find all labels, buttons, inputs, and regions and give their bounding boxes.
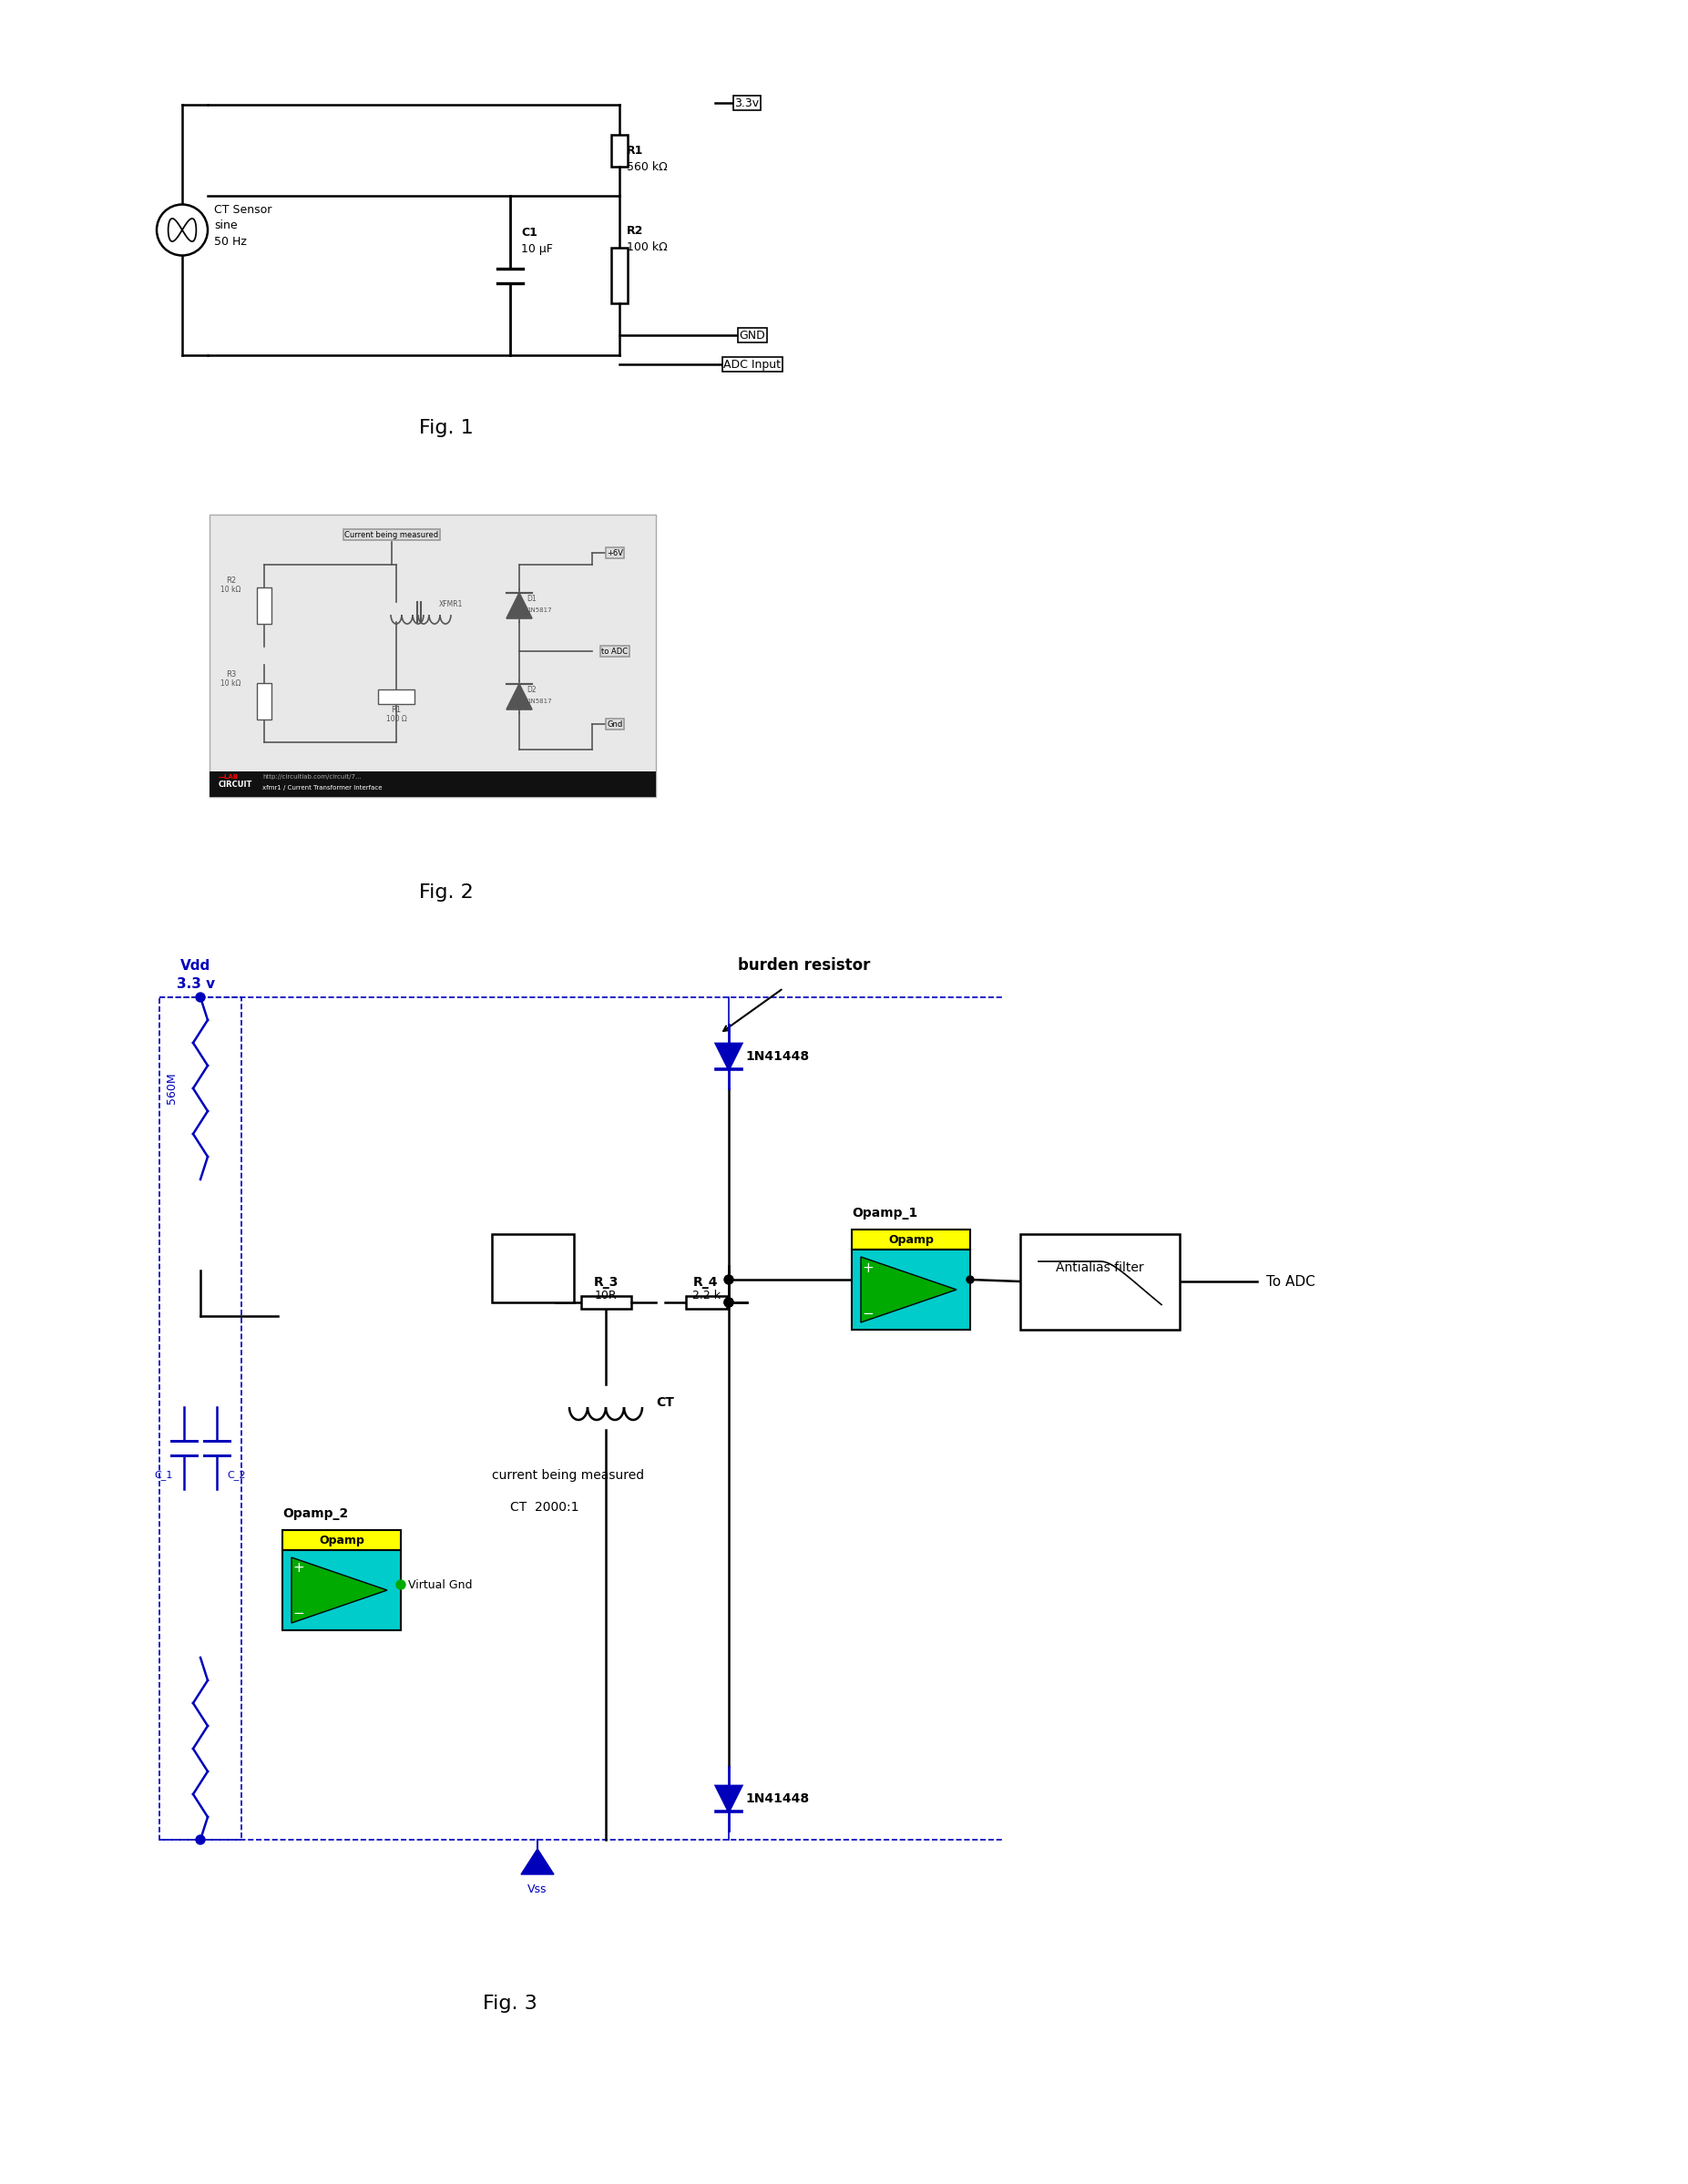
Text: current being measured: current being measured: [491, 1470, 645, 1481]
Bar: [491, 1234, 574, 1302]
Circle shape: [724, 1297, 733, 1306]
Bar: [685, 1295, 726, 1308]
Text: −: −: [863, 1306, 874, 1319]
Circle shape: [196, 1835, 204, 1843]
Text: +: +: [863, 1260, 874, 1275]
Bar: [611, 135, 628, 166]
Text: 3.3v: 3.3v: [734, 96, 760, 109]
Text: ADC Input: ADC Input: [724, 358, 782, 371]
Text: C_2: C_2: [228, 1470, 246, 1481]
Text: Vss: Vss: [528, 1885, 547, 1896]
Text: CIRCUIT: CIRCUIT: [219, 780, 253, 788]
Circle shape: [967, 1275, 974, 1284]
Text: C1: C1: [522, 227, 537, 238]
Bar: [611, 247, 628, 304]
Text: Gnd: Gnd: [608, 721, 623, 727]
Text: −: −: [294, 1607, 304, 1621]
Text: D1: D1: [527, 594, 537, 603]
Circle shape: [724, 1275, 733, 1284]
Bar: [282, 1531, 400, 1551]
Text: 560 kΩ: 560 kΩ: [626, 162, 667, 173]
Text: to ADC: to ADC: [601, 646, 628, 655]
Text: 1N41448: 1N41448: [744, 1051, 809, 1064]
Text: C_1: C_1: [155, 1470, 174, 1481]
Circle shape: [196, 994, 204, 1002]
Polygon shape: [861, 1256, 957, 1324]
Bar: [257, 587, 272, 625]
Text: —LAB: —LAB: [219, 773, 238, 780]
Text: Opamp_1: Opamp_1: [852, 1208, 918, 1219]
Text: R1: R1: [392, 705, 402, 714]
Text: Current being measured: Current being measured: [344, 531, 439, 539]
Text: R_4: R_4: [694, 1275, 719, 1289]
Polygon shape: [506, 684, 532, 710]
Bar: [852, 1249, 971, 1330]
Bar: [209, 515, 657, 797]
Text: 2.2 k: 2.2 k: [692, 1289, 721, 1302]
Text: CT Sensor: CT Sensor: [214, 203, 272, 216]
Text: Fig. 3: Fig. 3: [483, 1994, 537, 2014]
Text: 100 Ω: 100 Ω: [387, 714, 407, 723]
Text: xfmr1 / Current Transformer Interface: xfmr1 / Current Transformer Interface: [262, 784, 381, 791]
Text: Antialias filter: Antialias filter: [1055, 1262, 1143, 1273]
Bar: [159, 998, 241, 1839]
Text: R3: R3: [226, 670, 236, 677]
Text: 1N5817: 1N5817: [527, 699, 552, 703]
Text: R_3: R_3: [592, 1275, 618, 1289]
Text: +6V: +6V: [606, 548, 623, 557]
Text: GND: GND: [739, 330, 766, 341]
Polygon shape: [522, 1850, 554, 1874]
Polygon shape: [716, 1044, 741, 1070]
Text: 100 kΩ: 100 kΩ: [626, 240, 667, 253]
Polygon shape: [506, 592, 532, 618]
Text: Opamp: Opamp: [319, 1533, 365, 1546]
Text: Opamp_2: Opamp_2: [282, 1507, 348, 1520]
Text: 10R: 10R: [594, 1289, 618, 1302]
Text: Vdd: Vdd: [181, 959, 211, 972]
Text: CT: CT: [657, 1396, 674, 1409]
Text: Fig. 2: Fig. 2: [419, 885, 474, 902]
Text: 3.3 v: 3.3 v: [177, 976, 214, 992]
Text: R2: R2: [626, 225, 643, 236]
Bar: [257, 684, 272, 719]
Text: CT  2000:1: CT 2000:1: [510, 1500, 579, 1514]
Text: 1N5817: 1N5817: [527, 607, 552, 614]
Text: 560M: 560M: [165, 1072, 177, 1105]
Text: http://circuitlab.com/circuit/7...: http://circuitlab.com/circuit/7...: [262, 773, 361, 780]
Text: 50 Hz: 50 Hz: [214, 236, 246, 247]
Text: R1: R1: [626, 144, 643, 157]
Polygon shape: [292, 1557, 387, 1623]
Text: To ADC: To ADC: [1266, 1275, 1315, 1289]
Polygon shape: [716, 1787, 741, 1811]
Text: Fig. 1: Fig. 1: [419, 419, 474, 437]
Text: R2: R2: [226, 577, 236, 585]
Bar: [581, 1295, 631, 1308]
Text: Opamp: Opamp: [888, 1234, 933, 1245]
Circle shape: [724, 1297, 733, 1306]
Text: +: +: [294, 1562, 304, 1575]
Text: 10 µF: 10 µF: [522, 242, 554, 256]
Text: sine: sine: [214, 221, 238, 232]
Bar: [852, 1230, 971, 1249]
Circle shape: [157, 205, 208, 256]
Text: D2: D2: [527, 686, 537, 695]
Bar: [378, 690, 415, 703]
Text: 10 kΩ: 10 kΩ: [221, 585, 241, 594]
Text: Virtual Gnd: Virtual Gnd: [408, 1579, 473, 1590]
Bar: [1020, 1234, 1180, 1330]
Text: 10 kΩ: 10 kΩ: [221, 679, 241, 688]
Text: burden resistor: burden resistor: [738, 957, 871, 974]
Text: 1N41448: 1N41448: [744, 1793, 809, 1806]
Text: XFMR1: XFMR1: [439, 601, 463, 607]
Circle shape: [397, 1581, 405, 1590]
Bar: [209, 771, 657, 797]
Bar: [282, 1551, 400, 1629]
